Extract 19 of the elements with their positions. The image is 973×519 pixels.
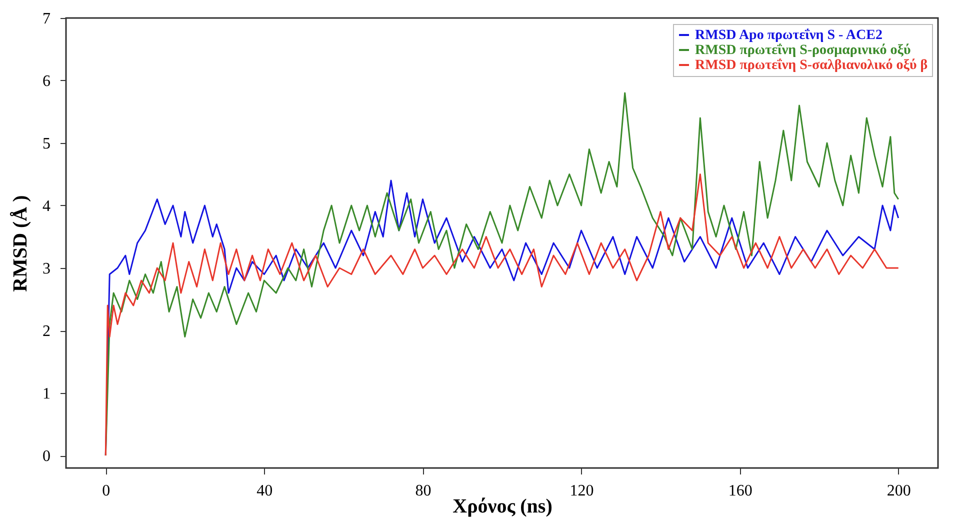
y-tick-label: 0: [42, 448, 50, 465]
y-tick-label: 2: [42, 323, 50, 340]
x-tick-label: 0: [102, 482, 110, 500]
y-tick-label: 6: [42, 73, 50, 90]
y-tick-label: 4: [42, 198, 50, 215]
x-tick-label: 120: [570, 482, 594, 500]
legend-label: RMSD πρωτεΐνη S-ρoσμαρινικό oξύ: [695, 43, 911, 58]
x-tick-label: 40: [256, 482, 273, 500]
x-tick-label: 160: [728, 482, 752, 500]
legend-label: RMSD Apo πρωτεΐνη S - ACE2: [695, 28, 882, 43]
y-tick-label: 5: [42, 136, 50, 152]
legend-label: RMSD πρωτεΐνη S-σαλβιανολικό oξύ β: [695, 58, 928, 73]
y-tick-label: 1: [42, 386, 50, 402]
x-tick-label: 200: [886, 482, 911, 500]
y-axis-title: RMSD (Å ): [10, 195, 32, 292]
x-axis-title: Χρόνος (ns): [452, 496, 552, 518]
x-tick-label: 80: [415, 482, 432, 500]
y-tick-label: 3: [42, 260, 50, 278]
y-tick-label: 7: [42, 10, 50, 28]
